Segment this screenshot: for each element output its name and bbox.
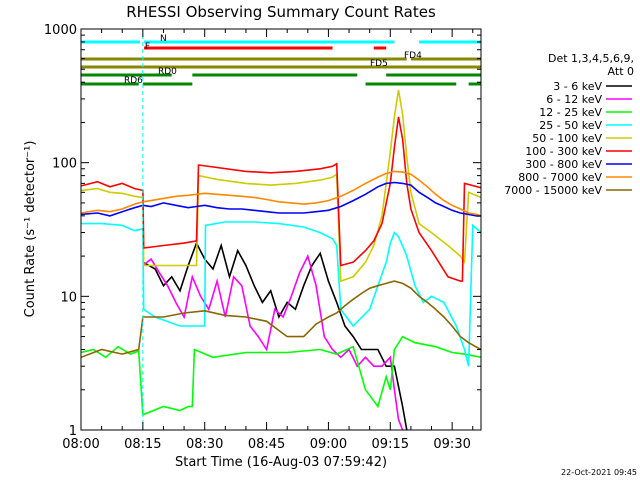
legend-label-0: 3 - 6 keV <box>553 80 602 93</box>
plot-clip: NF FD4 FD5 RD0 RD6 <box>80 34 482 430</box>
chart-title: RHESSI Observing Summary Count Rates <box>126 3 436 21</box>
legend-label-6: 300 - 800 keV <box>525 158 602 171</box>
flag-label-3: FD5 <box>370 59 388 69</box>
series-line-4 <box>81 89 481 283</box>
x-tick-label-6: 09:30 <box>433 437 470 452</box>
x-tick-label-3: 08:45 <box>248 437 285 452</box>
legend-label-2: 12 - 25 keV <box>539 106 602 119</box>
x-tick-label-2: 08:30 <box>186 437 223 452</box>
series-line-5 <box>81 116 481 282</box>
y-tick-label-2: 100 <box>52 157 77 172</box>
series-line-6 <box>81 181 481 217</box>
series-line-7 <box>81 170 481 217</box>
series-line-8 <box>81 280 481 359</box>
flag-label-4: RD0 <box>158 67 177 77</box>
x-tick-label-5: 09:15 <box>372 437 409 452</box>
series-line-3 <box>81 221 481 367</box>
flag-label-0: N <box>160 34 167 44</box>
x-axis-label: Start Time (16-Aug-03 07:59:42) <box>175 455 387 470</box>
x-tick-label-1: 08:15 <box>124 437 161 452</box>
legend-label-1: 6 - 12 keV <box>546 93 602 106</box>
y-tick-label-0: 1 <box>69 424 77 439</box>
legend-label-5: 100 - 300 keV <box>525 145 602 158</box>
flag-label-5: RD6 <box>124 76 143 86</box>
legend-label-8: 7000 - 15000 keV <box>504 184 602 197</box>
series-line-0 <box>142 241 408 430</box>
footer-date: 22-Oct-2021 09:45 <box>561 468 637 477</box>
plot-frame <box>80 28 482 431</box>
legend-label-3: 25 - 50 keV <box>539 119 602 132</box>
x-tick-label-4: 09:00 <box>310 437 347 452</box>
legend-label-7: 800 - 7000 keV <box>518 171 602 184</box>
flag-label-1: F <box>145 42 150 52</box>
legend-header-1: Att 0 <box>608 65 634 78</box>
flag-label-2: FD4 <box>404 51 422 61</box>
axis-layer: 08:00 08:15 08:30 08:45 09:00 09:15 09:30 1 10 10… <box>44 23 481 452</box>
series-line-1 <box>142 253 404 430</box>
series-layer <box>81 89 481 430</box>
legend-label-4: 50 - 100 keV <box>532 132 602 145</box>
series-line-2 <box>81 335 481 416</box>
x-tick-label-0: 08:00 <box>62 437 99 452</box>
y-tick-label-1: 10 <box>60 290 77 305</box>
legend-header-0: Det 1,3,4,5,6,9, <box>548 52 634 65</box>
y-tick-label-3: 1000 <box>44 23 77 38</box>
y-axis-label: Count Rate (s⁻¹ detector⁻¹) <box>23 141 38 318</box>
flag-layer: NF FD4 FD5 RD0 RD6 <box>80 34 482 430</box>
